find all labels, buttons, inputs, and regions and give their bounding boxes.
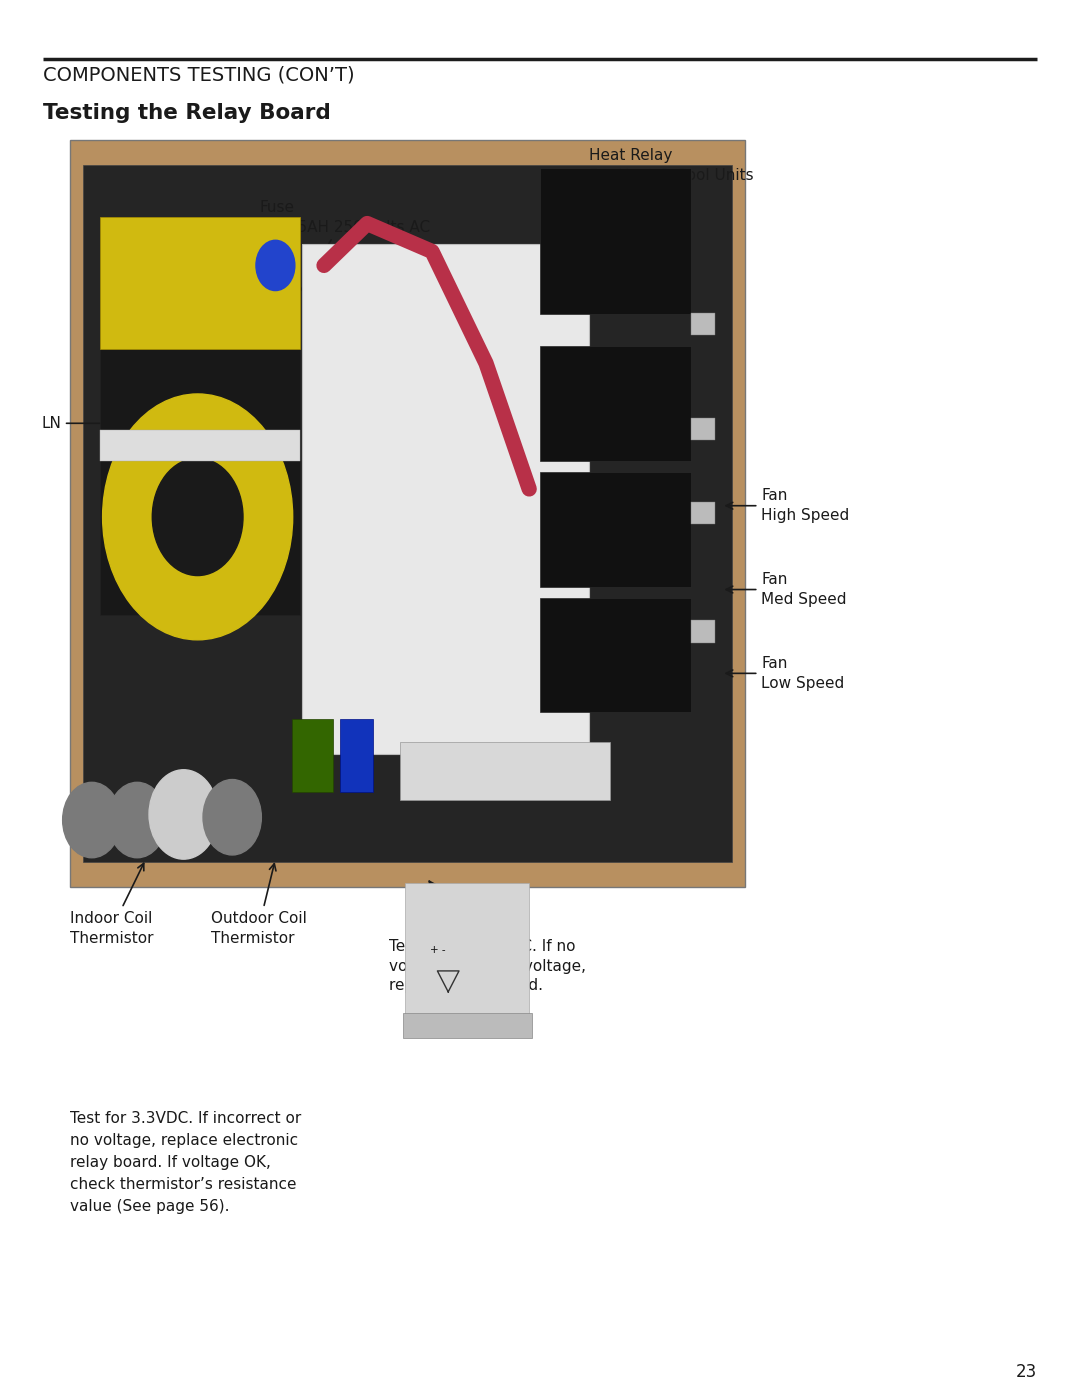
Circle shape xyxy=(108,782,166,858)
Bar xyxy=(691,502,715,524)
Bar xyxy=(691,418,715,440)
Circle shape xyxy=(103,394,293,640)
Bar xyxy=(540,472,691,587)
Bar xyxy=(292,719,333,792)
Bar xyxy=(83,165,732,862)
Bar xyxy=(100,231,300,615)
Text: + -: + - xyxy=(430,944,445,956)
Text: Fan
Low Speed: Fan Low Speed xyxy=(726,657,845,690)
Text: Fuse
T 3.15AH 250 Volts AC: Fuse T 3.15AH 250 Volts AC xyxy=(259,200,430,310)
Circle shape xyxy=(152,458,243,576)
Circle shape xyxy=(203,780,261,855)
Bar xyxy=(405,883,529,1020)
Text: Test here for 5VDC. If no
voltage or wrong voltage,
replace relay board.: Test here for 5VDC. If no voltage or wro… xyxy=(389,882,585,993)
Bar xyxy=(302,244,589,754)
Bar xyxy=(100,217,300,349)
Text: L1: L1 xyxy=(103,275,178,358)
Bar xyxy=(691,620,715,643)
Bar xyxy=(70,140,745,887)
Text: 23: 23 xyxy=(1015,1363,1037,1380)
Bar xyxy=(100,430,300,461)
Text: Indoor Coil
Thermistor: Indoor Coil Thermistor xyxy=(70,863,153,946)
Bar xyxy=(540,168,691,314)
Text: Fan
Med Speed: Fan Med Speed xyxy=(726,573,847,606)
Text: Outdoor Coil
Thermistor: Outdoor Coil Thermistor xyxy=(211,863,307,946)
Circle shape xyxy=(149,770,218,859)
Text: Test for 3.3VDC. If incorrect or
no voltage, replace electronic
relay board. If : Test for 3.3VDC. If incorrect or no volt… xyxy=(70,1111,301,1214)
Circle shape xyxy=(256,240,295,291)
Bar xyxy=(540,346,691,461)
Text: Heat Relay
For Heat & Cool Units
Goes Here: Heat Relay For Heat & Cool Units Goes He… xyxy=(538,148,753,356)
Bar xyxy=(540,598,691,712)
Bar xyxy=(403,1013,532,1038)
Text: LN: LN xyxy=(41,416,134,430)
Bar xyxy=(400,742,610,800)
Text: Fan
High Speed: Fan High Speed xyxy=(726,489,850,522)
Text: Testing the Relay Board: Testing the Relay Board xyxy=(43,103,330,123)
Bar xyxy=(340,719,373,792)
Circle shape xyxy=(63,782,121,858)
Bar xyxy=(691,313,715,335)
Text: COMPONENTS TESTING (CON’T): COMPONENTS TESTING (CON’T) xyxy=(43,66,355,85)
